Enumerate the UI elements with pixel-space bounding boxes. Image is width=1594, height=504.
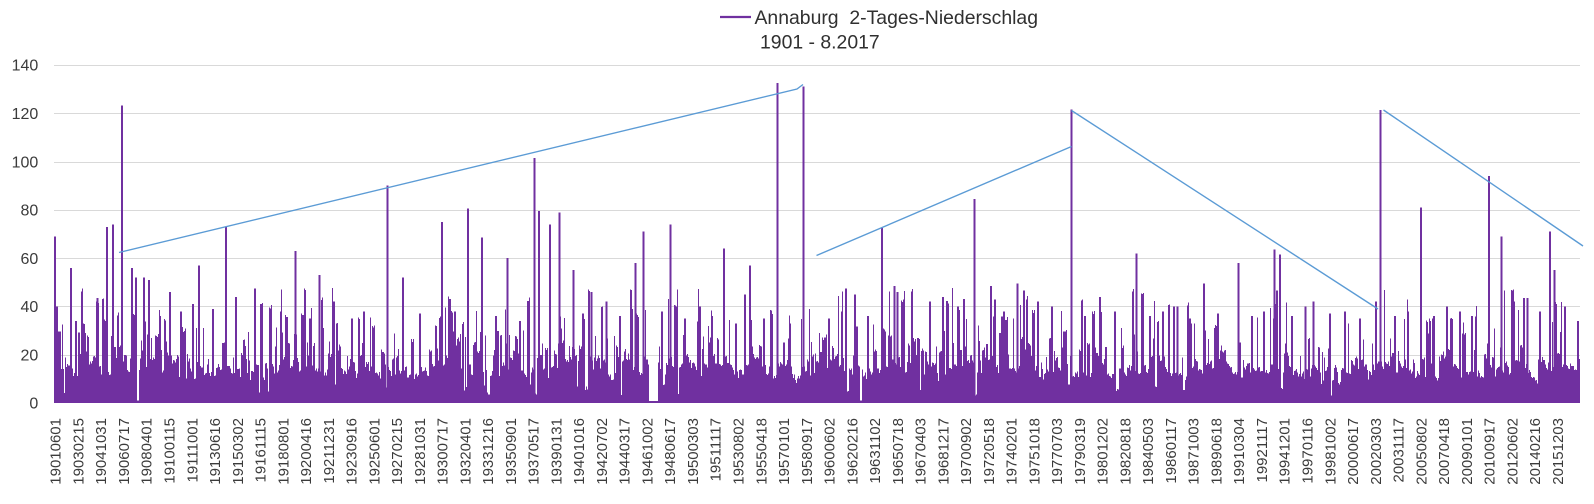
svg-text:20151203: 20151203	[1550, 418, 1567, 485]
svg-text:60: 60	[21, 251, 39, 268]
svg-text:19080401: 19080401	[139, 418, 156, 485]
svg-text:19681217: 19681217	[935, 418, 952, 485]
svg-text:19401016: 19401016	[571, 418, 588, 485]
svg-text:19480617: 19480617	[662, 418, 679, 485]
svg-text:19921117: 19921117	[1254, 418, 1271, 483]
svg-text:19670403: 19670403	[913, 418, 930, 485]
svg-text:19420702: 19420702	[594, 418, 611, 485]
svg-text:20031117: 20031117	[1391, 418, 1408, 483]
svg-text:19440317: 19440317	[617, 418, 634, 485]
svg-text:19500303: 19500303	[685, 418, 702, 485]
svg-text:80: 80	[21, 203, 39, 220]
svg-text:19010601: 19010601	[48, 418, 65, 485]
svg-text:20140216: 20140216	[1527, 418, 1544, 485]
svg-text:19550418: 19550418	[753, 418, 770, 485]
svg-text:19530802: 19530802	[731, 418, 748, 485]
svg-text:19700902: 19700902	[958, 418, 975, 485]
svg-text:19270215: 19270215	[389, 418, 406, 485]
svg-text:19200416: 19200416	[298, 418, 315, 485]
svg-text:19150302: 19150302	[230, 418, 247, 485]
svg-text:40: 40	[21, 299, 39, 316]
svg-text:19770703: 19770703	[1049, 418, 1066, 485]
svg-text:19720518: 19720518	[981, 418, 998, 485]
svg-text:1901 - 8.2017: 1901 - 8.2017	[760, 32, 880, 54]
svg-text:19631102: 19631102	[867, 418, 884, 484]
svg-text:19041031: 19041031	[93, 418, 110, 485]
svg-text:100: 100	[12, 154, 39, 171]
svg-text:19461002: 19461002	[640, 418, 657, 485]
svg-text:19161115: 19161115	[253, 418, 270, 483]
svg-text:19211231: 19211231	[321, 418, 338, 484]
svg-text:19350901: 19350901	[503, 418, 520, 485]
svg-text:20100917: 20100917	[1482, 418, 1499, 485]
svg-text:19801202: 19801202	[1095, 418, 1112, 485]
svg-text:19511117: 19511117	[708, 418, 725, 481]
svg-text:19250601: 19250601	[366, 418, 383, 485]
svg-text:19910304: 19910304	[1231, 418, 1248, 485]
svg-text:19580917: 19580917	[799, 418, 816, 485]
svg-text:19751018: 19751018	[1026, 418, 1043, 485]
svg-text:19970116: 19970116	[1300, 418, 1317, 484]
svg-text:19840503: 19840503	[1140, 418, 1157, 485]
svg-text:19100115: 19100115	[162, 418, 179, 484]
svg-text:19331216: 19331216	[480, 418, 497, 485]
svg-text:140: 140	[12, 58, 39, 75]
svg-text:19570101: 19570101	[776, 418, 793, 485]
svg-text:19620216: 19620216	[844, 418, 861, 485]
svg-text:20000617: 20000617	[1345, 418, 1362, 485]
svg-text:19860117: 19860117	[1163, 418, 1180, 484]
svg-text:19320401: 19320401	[457, 418, 474, 485]
svg-text:19890618: 19890618	[1209, 418, 1226, 485]
svg-text:19941201: 19941201	[1277, 418, 1294, 485]
svg-text:20070418: 20070418	[1436, 418, 1453, 485]
svg-text:19820818: 19820818	[1117, 418, 1134, 485]
svg-text:20: 20	[21, 347, 39, 364]
svg-text:19740201: 19740201	[1004, 418, 1021, 485]
svg-text:19790319: 19790319	[1072, 418, 1089, 485]
svg-text:19111001: 19111001	[184, 418, 201, 483]
svg-text:20090101: 20090101	[1459, 418, 1476, 485]
svg-text:19370517: 19370517	[526, 418, 543, 485]
svg-text:19030215: 19030215	[71, 418, 88, 485]
svg-text:20050802: 20050802	[1413, 418, 1430, 485]
svg-text:19230916: 19230916	[344, 418, 361, 485]
svg-text:19300717: 19300717	[435, 418, 452, 485]
svg-text:19650718: 19650718	[890, 418, 907, 485]
svg-text:Annaburg 2-Tages-Niederschlag: Annaburg 2-Tages-Niederschlag	[755, 7, 1038, 29]
svg-text:20120602: 20120602	[1504, 418, 1521, 485]
svg-text:0: 0	[29, 396, 38, 413]
svg-text:19600602: 19600602	[822, 418, 839, 485]
svg-text:19060717: 19060717	[116, 418, 133, 485]
svg-text:20020303: 20020303	[1368, 418, 1385, 485]
svg-text:19180801: 19180801	[275, 418, 292, 485]
svg-text:19130616: 19130616	[207, 418, 224, 485]
svg-text:120: 120	[12, 106, 39, 123]
svg-text:19281031: 19281031	[412, 418, 429, 485]
svg-text:19871003: 19871003	[1186, 418, 1203, 485]
svg-text:19981002: 19981002	[1322, 418, 1339, 485]
svg-text:19390131: 19390131	[548, 418, 565, 485]
